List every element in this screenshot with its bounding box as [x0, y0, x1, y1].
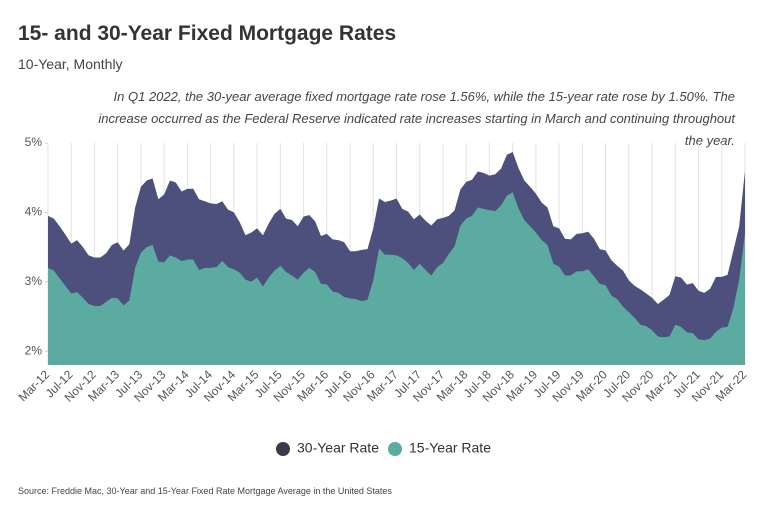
y-tick-label: 2% [25, 343, 43, 357]
annotation: In Q1 2022, the 30-year average fixed mo… [98, 89, 735, 148]
source-note: Source: Freddie Mac, 30-Year and 15-Year… [18, 486, 392, 496]
chart-subtitle: 10-Year, Monthly [18, 56, 123, 72]
area [48, 192, 745, 365]
legend-swatch [276, 442, 290, 456]
y-tick-label: 4% [25, 205, 43, 219]
y-tick-label: 3% [25, 274, 43, 288]
legend-swatch [388, 442, 402, 456]
chart-title: 15- and 30-Year Fixed Mortgage Rates [18, 22, 397, 45]
legend-label: 30-Year Rate [297, 440, 379, 456]
legend-label: 15-Year Rate [409, 440, 491, 456]
y-tick-label: 5% [25, 135, 43, 149]
